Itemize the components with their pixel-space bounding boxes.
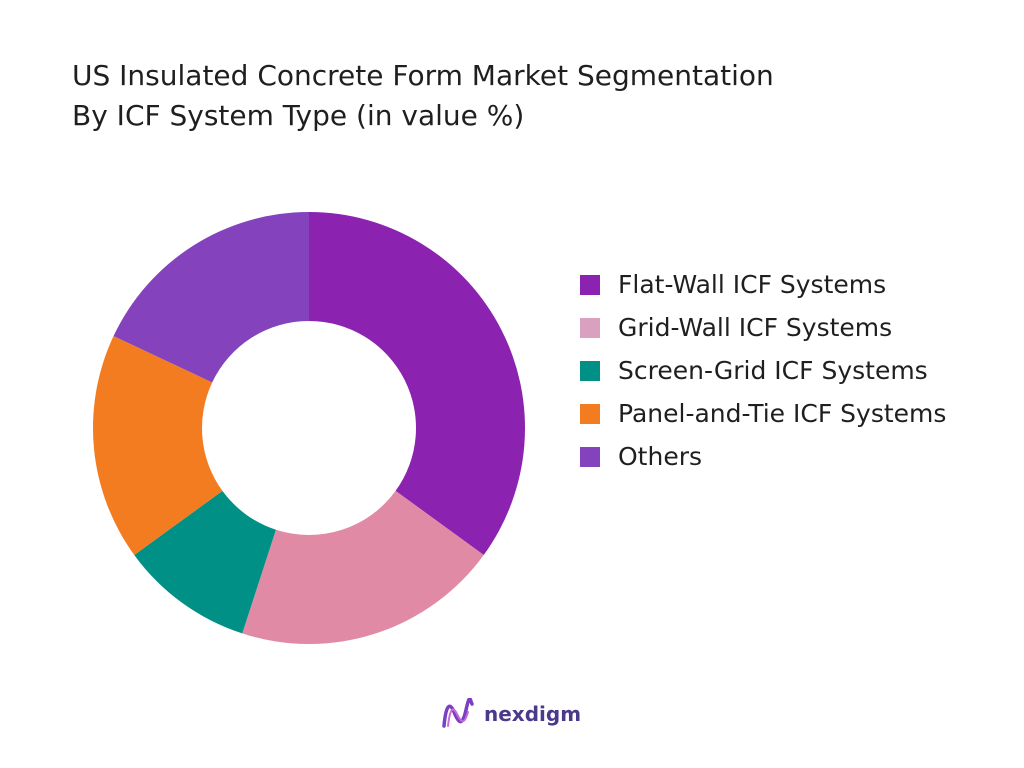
legend-label-panel-and-tie: Panel-and-Tie ICF Systems (618, 399, 947, 428)
donut-slice-grid-wall-icf-systems (242, 490, 484, 645)
legend-swatch-grid-wall (580, 318, 600, 338)
chart-title: US Insulated Concrete Form Market Segmen… (72, 56, 774, 136)
legend-swatch-panel-and-tie (580, 404, 600, 424)
brand-logo: nexdigm (440, 698, 581, 730)
legend-label-screen-grid: Screen-Grid ICF Systems (618, 356, 928, 385)
legend-item-others: Others (580, 435, 1000, 478)
legend-label-grid-wall: Grid-Wall ICF Systems (618, 313, 893, 342)
brand-name: nexdigm (484, 702, 582, 726)
chart-legend: Flat-Wall ICF Systems Grid-Wall ICF Syst… (580, 263, 1000, 478)
legend-swatch-others (580, 447, 600, 467)
legend-item-grid-wall: Grid-Wall ICF Systems (580, 306, 1000, 349)
legend-label-others: Others (618, 442, 703, 471)
chart-title-line-2: By ICF System Type (in value %) (72, 99, 525, 132)
donut-slice-screen-grid-icf-systems (134, 490, 276, 634)
legend-label-flat-wall: Flat-Wall ICF Systems (618, 270, 887, 299)
legend-item-screen-grid: Screen-Grid ICF Systems (580, 349, 1000, 392)
donut-slice-panel-and-tie-icf-systems (93, 336, 223, 555)
chart-title-line-1: US Insulated Concrete Form Market Segmen… (72, 59, 774, 92)
donut-slice-others (113, 212, 309, 383)
donut-slice-flat-wall-icf-systems (309, 212, 525, 555)
legend-item-panel-and-tie: Panel-and-Tie ICF Systems (580, 392, 1000, 435)
legend-swatch-flat-wall (580, 275, 600, 295)
nexdigm-logo-icon (442, 698, 474, 728)
legend-swatch-screen-grid (580, 361, 600, 381)
legend-item-flat-wall: Flat-Wall ICF Systems (580, 263, 1000, 306)
